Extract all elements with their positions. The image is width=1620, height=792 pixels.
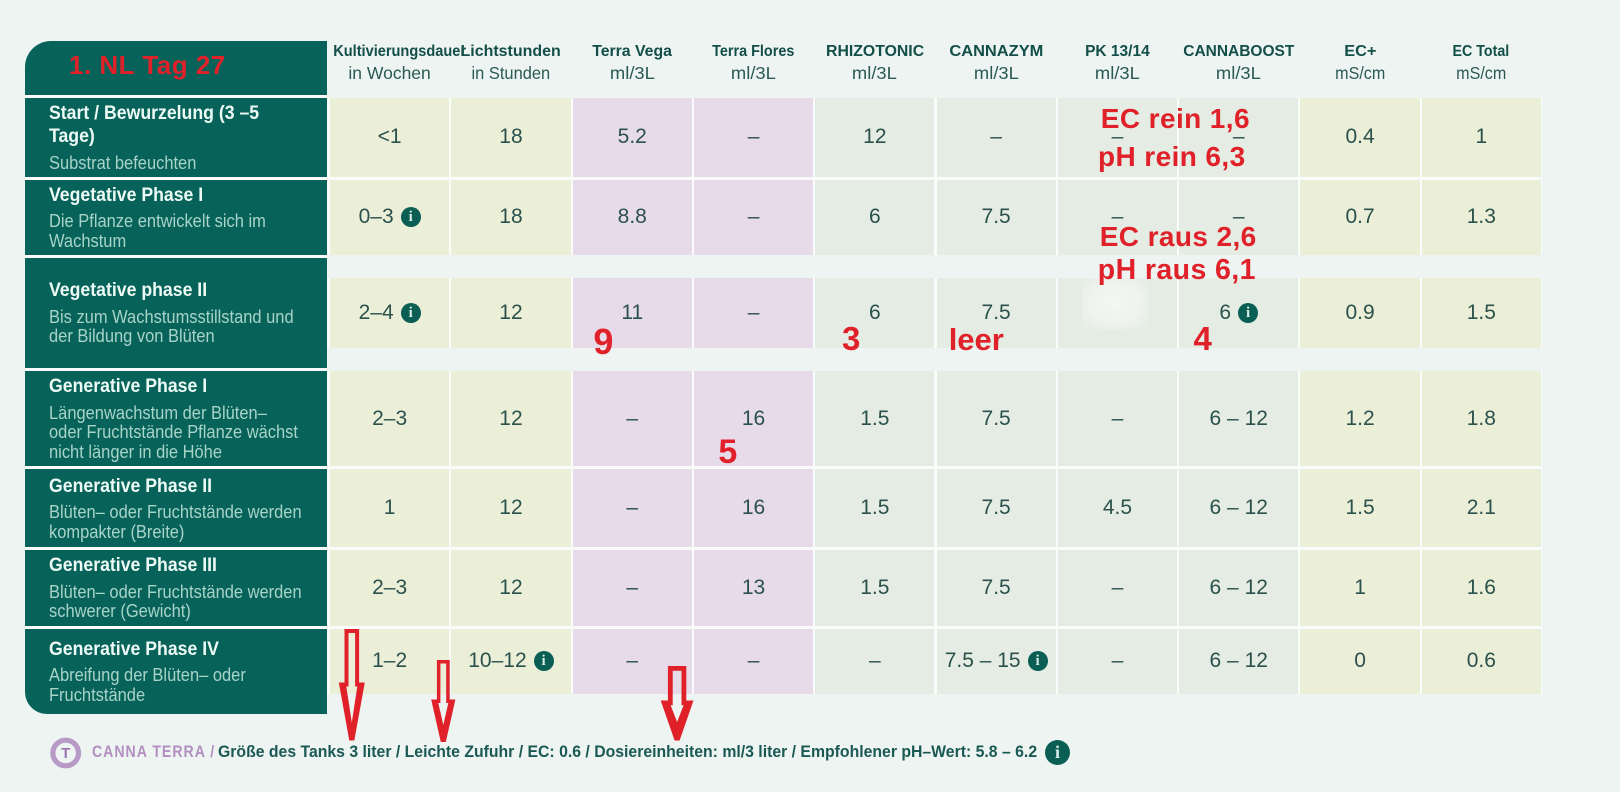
svg-text:T: T xyxy=(61,745,70,762)
